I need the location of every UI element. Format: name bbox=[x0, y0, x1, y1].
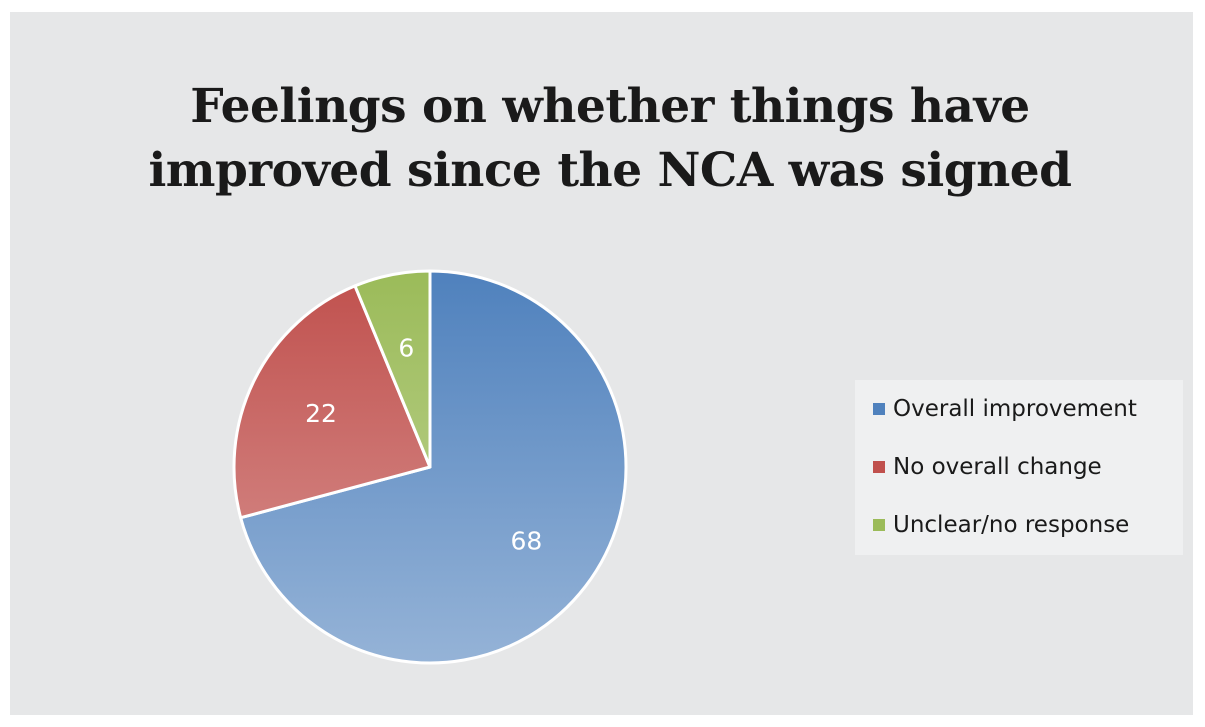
legend-label: Overall improvement bbox=[893, 396, 1137, 422]
legend: Overall improvement No overall change Un… bbox=[855, 380, 1183, 555]
legend-label: Unclear/no response bbox=[893, 512, 1130, 538]
chart-title-line-2: improved since the NCA was signed bbox=[148, 143, 1072, 198]
data-label: 68 bbox=[511, 526, 543, 555]
chart-area bbox=[10, 12, 1193, 715]
legend-item-no-overall-change: No overall change bbox=[855, 438, 1183, 496]
chart-title: Feelings on whether things have improved… bbox=[0, 75, 1205, 203]
legend-label: No overall change bbox=[893, 454, 1102, 480]
legend-item-unclear-no-response: Unclear/no response bbox=[855, 496, 1183, 554]
pie-slice-overall-improvement bbox=[239, 269, 628, 665]
data-label: 22 bbox=[305, 399, 337, 428]
legend-swatch-red bbox=[873, 461, 885, 473]
data-label: 6 bbox=[398, 333, 414, 362]
chart-title-line-1: Feelings on whether things have bbox=[190, 79, 1030, 134]
pie-slice-unclear-no-response bbox=[353, 269, 432, 469]
legend-item-overall-improvement: Overall improvement bbox=[855, 380, 1183, 438]
legend-swatch-green bbox=[873, 519, 885, 531]
legend-swatch-blue bbox=[873, 403, 885, 415]
pie-slice-no-overall-change bbox=[232, 284, 432, 520]
